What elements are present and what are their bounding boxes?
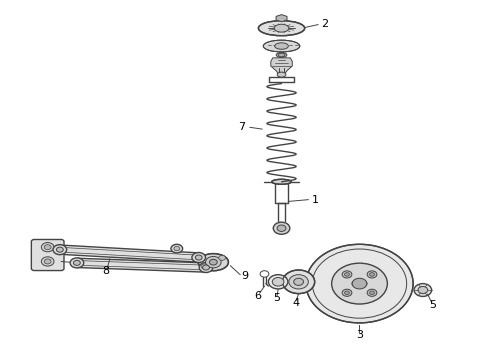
Circle shape [269,275,288,289]
Text: 4: 4 [293,298,300,308]
Circle shape [369,291,374,294]
Text: 1: 1 [312,195,319,204]
Circle shape [56,247,63,252]
Circle shape [44,245,51,249]
Circle shape [44,259,51,264]
Circle shape [209,259,217,265]
Circle shape [196,255,202,260]
Circle shape [289,275,308,289]
Circle shape [367,271,377,278]
Circle shape [219,255,225,260]
Circle shape [205,256,221,268]
Circle shape [352,278,367,289]
Circle shape [294,278,303,285]
Circle shape [344,291,349,294]
Text: 8: 8 [102,266,109,276]
Text: 5: 5 [273,293,281,303]
FancyBboxPatch shape [31,239,64,271]
Circle shape [174,247,180,251]
Circle shape [342,271,352,278]
Ellipse shape [198,253,228,271]
Ellipse shape [275,43,288,49]
Circle shape [201,264,208,269]
Circle shape [283,270,315,294]
Circle shape [272,278,284,286]
Text: 3: 3 [356,330,363,340]
Ellipse shape [274,24,289,32]
Polygon shape [59,245,199,262]
Polygon shape [271,58,292,77]
Circle shape [171,244,183,253]
Circle shape [342,289,352,296]
Circle shape [332,263,388,304]
Ellipse shape [258,21,305,36]
Circle shape [192,252,205,262]
Circle shape [70,258,84,268]
Text: 2: 2 [321,19,329,29]
Ellipse shape [263,40,300,52]
Circle shape [306,244,413,323]
Ellipse shape [352,279,367,288]
Ellipse shape [278,53,285,57]
Ellipse shape [277,72,286,77]
Circle shape [202,265,209,270]
Polygon shape [276,15,287,22]
Text: 7: 7 [238,122,245,132]
Circle shape [41,243,54,252]
Ellipse shape [272,179,291,184]
Circle shape [277,225,286,231]
Circle shape [418,287,428,294]
Circle shape [369,273,374,276]
Text: 9: 9 [242,271,249,282]
Circle shape [273,222,290,234]
Polygon shape [76,258,206,272]
Circle shape [74,260,80,265]
Circle shape [53,245,67,255]
Text: 5: 5 [429,300,436,310]
Circle shape [199,262,213,273]
Circle shape [367,289,377,296]
Ellipse shape [276,53,287,58]
Circle shape [41,257,54,266]
Circle shape [414,284,432,296]
Text: 6: 6 [255,291,262,301]
Circle shape [344,273,349,276]
